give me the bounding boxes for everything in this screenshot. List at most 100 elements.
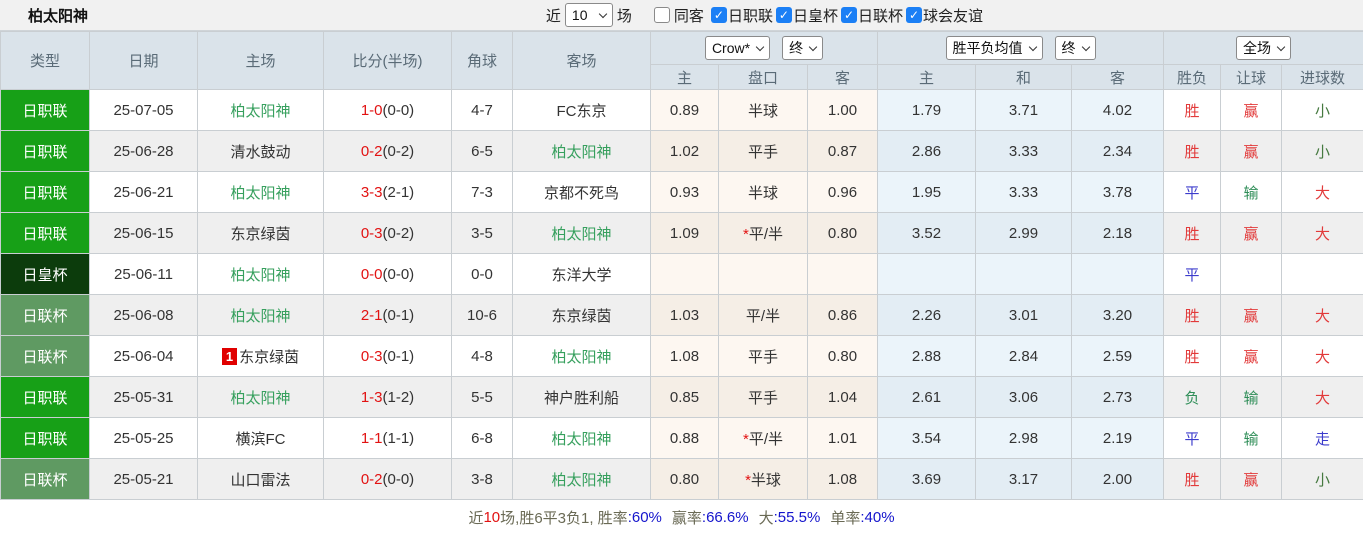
- result-goals-cell: 小: [1281, 458, 1363, 500]
- odds-group-header: Crow* 终: [649, 31, 879, 65]
- odds-company-select[interactable]: Crow*: [704, 36, 771, 60]
- avg-away-cell: [1071, 253, 1165, 295]
- result-handicap-cell: 赢: [1220, 335, 1283, 377]
- result-wdl-cell: 平: [1163, 417, 1222, 459]
- checkbox-checked-icon[interactable]: ✓: [710, 7, 727, 23]
- checkbox-checked-icon[interactable]: ✓: [905, 7, 922, 23]
- result-value: 赢: [1243, 307, 1259, 325]
- avg-selects: 胜平负均值 终: [879, 36, 1163, 60]
- away-team-name[interactable]: 京都不死鸟: [543, 184, 619, 202]
- league-filter-league-cup: ✓ 日联杯: [838, 5, 903, 26]
- scope-select[interactable]: 全场: [1236, 36, 1292, 60]
- avg-type-select[interactable]: 胜平负均值: [945, 36, 1043, 60]
- date-cell: 25-06-28: [89, 130, 198, 172]
- handicap-star: *: [745, 471, 751, 489]
- checkbox-checked-icon[interactable]: ✓: [775, 7, 792, 23]
- sub-header-goals: 进球数: [1281, 64, 1363, 90]
- result-goals-cell: 走: [1281, 417, 1363, 459]
- odds-period-select[interactable]: 终: [782, 36, 824, 60]
- date-cell: 25-06-15: [89, 212, 198, 254]
- away-team-name[interactable]: 东京绿茵: [551, 307, 612, 325]
- result-goals-cell: 大: [1281, 212, 1363, 254]
- col-header-date: 日期: [89, 31, 198, 90]
- matches-table: 类型 日期 主场 比分(半场) 角球 客场 Crow* 终 胜平负均值 终: [0, 31, 1363, 500]
- chevron-down-icon: [808, 42, 818, 51]
- odds-company-value: Crow*: [711, 40, 751, 56]
- odds-away-cell: 1.08: [806, 458, 879, 500]
- away-team-cell: 东洋大学: [512, 253, 651, 295]
- result-value: 大: [1315, 307, 1331, 325]
- result-value: 小: [1315, 143, 1331, 161]
- handicap-cell: 平手: [718, 376, 808, 418]
- chevron-down-icon: [1028, 42, 1037, 51]
- corner-cell: 4-8: [451, 335, 513, 377]
- corner-cell: 0-0: [451, 253, 513, 295]
- handicap-text: 平/半: [748, 225, 783, 243]
- result-value: 负: [1184, 389, 1200, 407]
- away-team-name[interactable]: 柏太阳神: [551, 143, 612, 161]
- col-header-score: 比分(半场): [323, 31, 452, 90]
- odds-away-cell: 1.00: [806, 89, 879, 131]
- home-team-name[interactable]: 清水鼓动: [230, 143, 291, 161]
- away-team-cell: 柏太阳神: [512, 212, 651, 254]
- odds-away-cell: 1.04: [806, 376, 879, 418]
- league-type-cell: 日职联: [0, 89, 90, 131]
- col-header-type: 类型: [0, 31, 90, 90]
- home-team-name[interactable]: 柏太阳神: [230, 184, 291, 202]
- summary-count: 10: [483, 508, 501, 526]
- away-team-name[interactable]: 柏太阳神: [551, 471, 612, 489]
- home-team-name[interactable]: 柏太阳神: [230, 102, 291, 120]
- scope-value: 全场: [1243, 40, 1272, 56]
- league-type-cell: 日职联: [0, 212, 90, 254]
- away-team-name[interactable]: 东洋大学: [551, 266, 612, 284]
- home-team-name[interactable]: 柏太阳神: [230, 389, 291, 407]
- col-header-home: 主场: [197, 31, 324, 90]
- halftime-score: (0-0): [382, 265, 415, 283]
- table-row: 日职联 25-07-05 柏太阳神 1-0(0-0) 4-7 FC东京 0.89…: [0, 89, 1363, 131]
- date-cell: 25-05-25: [89, 417, 198, 459]
- result-value: 赢: [1243, 348, 1259, 366]
- league-type-cell: 日职联: [0, 130, 90, 172]
- odds-selects: Crow* 终: [652, 36, 877, 60]
- handicap-text: 平/半: [748, 430, 783, 448]
- home-team-name[interactable]: 山口雷法: [230, 471, 291, 489]
- avg-home-cell: 2.26: [877, 294, 977, 336]
- halftime-score: (0-1): [382, 347, 415, 365]
- same-opponent-checkbox[interactable]: [653, 7, 670, 23]
- handicap-text: 平手: [747, 389, 778, 407]
- home-team-name[interactable]: 横滨FC: [235, 430, 286, 448]
- handicap-star: *: [742, 430, 749, 448]
- home-team-name[interactable]: 东京绿茵: [239, 348, 300, 366]
- result-wdl-cell: 胜: [1163, 130, 1222, 172]
- handicap-cell: [718, 253, 808, 295]
- odds-period-value: 终: [789, 40, 804, 56]
- table-body: 日职联 25-07-05 柏太阳神 1-0(0-0) 4-7 FC东京 0.89…: [0, 89, 1363, 500]
- away-team-name[interactable]: 柏太阳神: [551, 348, 612, 366]
- handicap-cell: 平手: [718, 335, 808, 377]
- avg-period-select[interactable]: 终: [1054, 36, 1096, 60]
- score-cell: 0-3(0-1): [323, 335, 452, 377]
- fulltime-score: 2-1: [360, 306, 383, 324]
- home-team-name[interactable]: 柏太阳神: [230, 266, 291, 284]
- home-team-name[interactable]: 柏太阳神: [230, 307, 291, 325]
- result-value: 大: [1315, 184, 1331, 202]
- checkbox-checked-icon[interactable]: ✓: [840, 7, 857, 23]
- near-games-select[interactable]: 10: [564, 3, 613, 27]
- fulltime-score: 0-2: [360, 142, 383, 160]
- result-value: 胜: [1184, 102, 1200, 120]
- league-filter-friendly: ✓ 球会友谊: [903, 5, 983, 26]
- avg-home-cell: 1.95: [877, 171, 977, 213]
- away-team-name[interactable]: 神户胜利船: [543, 389, 619, 407]
- near-label: 近: [545, 7, 561, 25]
- home-team-cell: 柏太阳神: [197, 89, 324, 131]
- corner-cell: 3-8: [451, 458, 513, 500]
- result-wdl-cell: 胜: [1163, 335, 1222, 377]
- halftime-score: (1-1): [382, 429, 415, 447]
- away-team-name[interactable]: 柏太阳神: [551, 430, 612, 448]
- odds-home-cell: 1.08: [650, 335, 719, 377]
- away-team-name[interactable]: 柏太阳神: [551, 225, 612, 243]
- home-team-name[interactable]: 东京绿茵: [230, 225, 291, 243]
- odds-away-cell: 0.96: [806, 171, 879, 213]
- away-team-name[interactable]: FC东京: [556, 102, 607, 120]
- table-row: 日职联 25-06-21 柏太阳神 3-3(2-1) 7-3 京都不死鸟 0.9…: [0, 171, 1363, 213]
